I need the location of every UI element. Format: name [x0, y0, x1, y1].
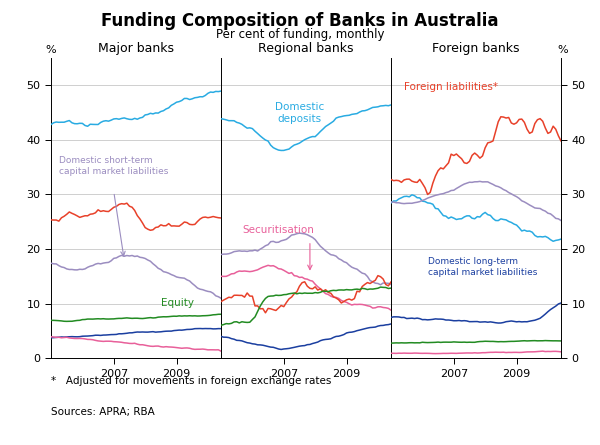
Title: Foreign banks: Foreign banks: [432, 42, 520, 55]
Text: Securitisation: Securitisation: [242, 225, 314, 235]
Text: Domestic
deposits: Domestic deposits: [275, 101, 324, 124]
Title: Regional banks: Regional banks: [258, 42, 354, 55]
Text: Funding Composition of Banks in Australia: Funding Composition of Banks in Australi…: [101, 12, 499, 30]
Text: Per cent of funding, monthly: Per cent of funding, monthly: [216, 28, 384, 40]
Text: Domestic short-term
capital market liabilities: Domestic short-term capital market liabi…: [59, 156, 168, 176]
Text: %: %: [46, 45, 56, 55]
Text: %: %: [557, 45, 568, 55]
Text: Equity: Equity: [161, 298, 194, 308]
Text: Foreign liabilities*: Foreign liabilities*: [404, 82, 498, 93]
Text: Sources: APRA; RBA: Sources: APRA; RBA: [51, 407, 155, 417]
Text: Domestic long-term
capital market liabilities: Domestic long-term capital market liabil…: [428, 257, 537, 277]
Text: *   Adjusted for movements in foreign exchange rates: * Adjusted for movements in foreign exch…: [51, 376, 331, 386]
Title: Major banks: Major banks: [98, 42, 174, 55]
